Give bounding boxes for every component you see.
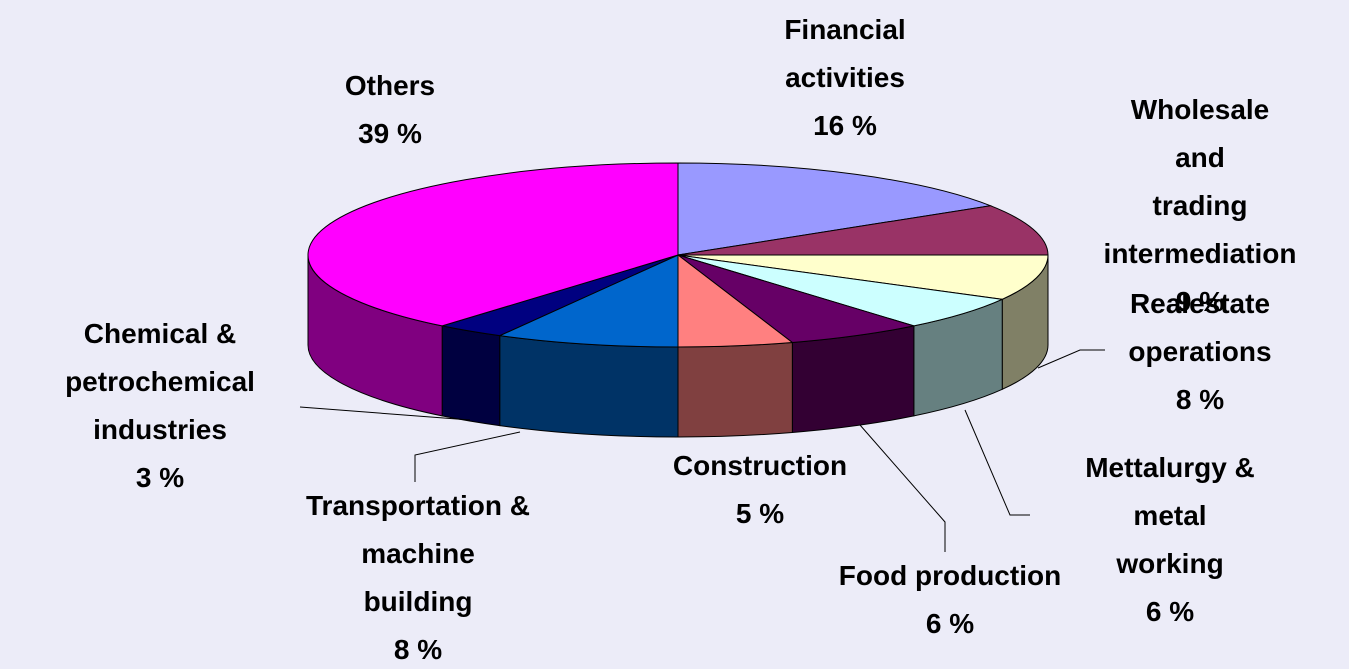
value-label: 6 % [925,608,975,639]
slice [497,254,679,348]
slice [677,205,1049,256]
category-label: Others [344,70,436,101]
category-label: Financial activities [784,14,906,93]
value-label: 3 % [135,462,185,493]
leader-line [859,424,946,552]
slice-label: Food production 6 % [839,552,1061,648]
slice [677,254,1005,327]
value-label: 16 % [813,110,877,141]
slice [677,162,993,256]
category-label: Transportation & machine building [305,490,531,617]
category-label: Chemical & petrochemical industries [65,318,255,445]
slice-side [499,335,679,438]
leader-line [414,431,521,482]
slice-side [441,325,501,427]
tops [307,162,1049,348]
leader-line [964,409,1030,516]
leader-line [299,406,471,421]
slice [677,254,1049,300]
leader-lines [299,349,1105,552]
value-label: 39 % [358,118,422,149]
slice-label: Wholesale and trading intermediation 9 % [1104,86,1297,326]
slice-side [677,341,793,438]
slice-label: Construction 5 % [673,442,847,538]
value-label: 9 % [1175,286,1225,317]
category-label: Wholesale and trading intermediation [1103,94,1297,269]
category-label: Mettalurgy & metal working [1085,452,1255,579]
category-label: Realestate operations [1128,288,1272,367]
slice-side [791,325,915,434]
category-label: Construction [672,450,848,481]
category-label: Food production [838,560,1062,591]
slice-label: Financial activities 16 % [784,6,905,150]
value-label: 6 % [1145,596,1195,627]
value-label: 8 % [393,634,443,665]
leader-line [1037,349,1105,369]
walls [307,254,1049,438]
slice-label: Chemical & petrochemical industries 3 % [65,310,255,502]
slice-label: Others 39 % [345,62,435,158]
value-label: 5 % [735,498,785,529]
slice-label: Transportation & machine building 8 % [306,482,530,669]
slice-label: Realestate operations 8 % [1128,280,1271,424]
slice [677,254,914,344]
slice-label: Mettalurgy & metal working 6 % [1081,444,1260,636]
slice [307,162,679,327]
value-label: 8 % [1175,384,1225,415]
